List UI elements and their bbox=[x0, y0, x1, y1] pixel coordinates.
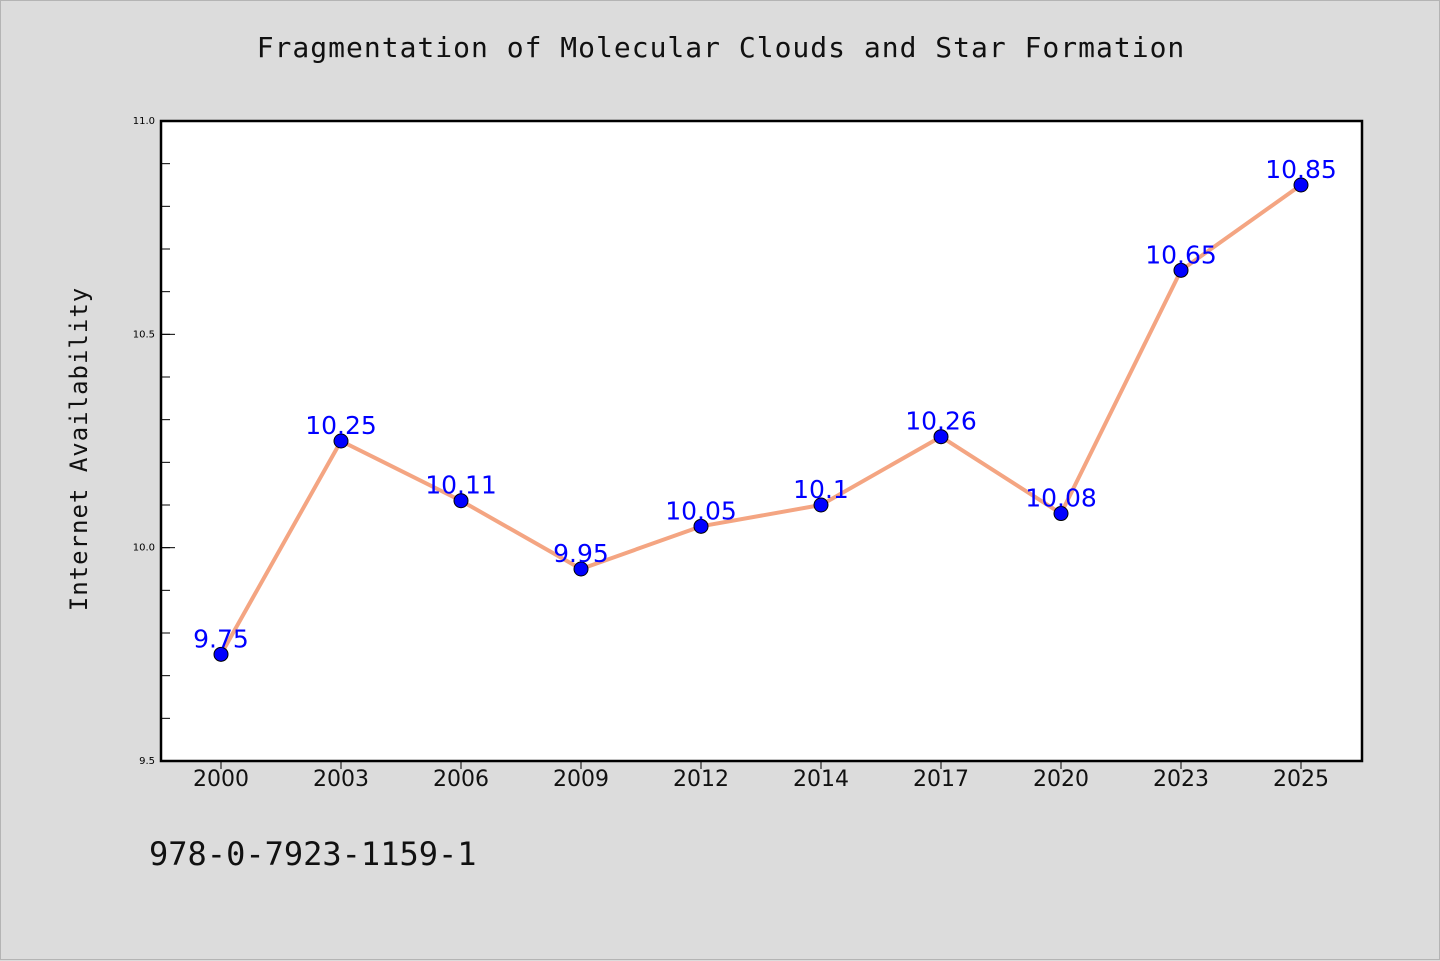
y-tick-label: 9.5 bbox=[139, 756, 155, 767]
x-tick-label: 2006 bbox=[433, 767, 489, 792]
data-point bbox=[1053, 506, 1069, 522]
y-tick-label: 10.0 bbox=[133, 543, 155, 554]
series-line bbox=[219, 183, 1303, 657]
x-tick-label: 2023 bbox=[1153, 767, 1209, 792]
x-tick-label: 2020 bbox=[1033, 767, 1089, 792]
data-label: 10.26 bbox=[905, 407, 977, 436]
data-label: 9.75 bbox=[193, 624, 249, 653]
data-label: 10.65 bbox=[1145, 240, 1217, 269]
data-point bbox=[213, 646, 229, 662]
data-point bbox=[333, 433, 349, 449]
x-tick-label: 2009 bbox=[553, 767, 609, 792]
data-label: 10.08 bbox=[1025, 484, 1097, 513]
data-label: 10.85 bbox=[1265, 155, 1337, 184]
chart-title: Fragmentation of Molecular Clouds and St… bbox=[256, 31, 1186, 64]
x-tick-label: 2000 bbox=[193, 767, 249, 792]
data-label: 10.11 bbox=[425, 471, 497, 500]
y-tick-label: 11.0 bbox=[133, 116, 155, 127]
data-point bbox=[933, 429, 949, 445]
data-point bbox=[1293, 177, 1309, 193]
x-tick-label: 2017 bbox=[913, 767, 969, 792]
data-point bbox=[813, 497, 829, 513]
data-point bbox=[453, 493, 469, 509]
data-label: 10.05 bbox=[665, 496, 737, 525]
data-point bbox=[1173, 262, 1189, 278]
data-point bbox=[693, 518, 709, 534]
data-label: 9.95 bbox=[553, 539, 609, 568]
x-tick-label: 2012 bbox=[673, 767, 729, 792]
plot-frame bbox=[159, 119, 1364, 763]
x-tick-label: 2014 bbox=[793, 767, 849, 792]
plot-background bbox=[161, 121, 1362, 761]
isbn-code: 978-0-7923-1159-1 bbox=[149, 835, 477, 873]
data-label: 10.25 bbox=[305, 411, 377, 440]
x-tick-label: 2003 bbox=[313, 767, 369, 792]
x-tick-label: 2025 bbox=[1273, 767, 1329, 792]
y-tick-label: 10.5 bbox=[133, 329, 155, 340]
data-point bbox=[573, 561, 589, 577]
data-label: 10.1 bbox=[793, 475, 849, 504]
